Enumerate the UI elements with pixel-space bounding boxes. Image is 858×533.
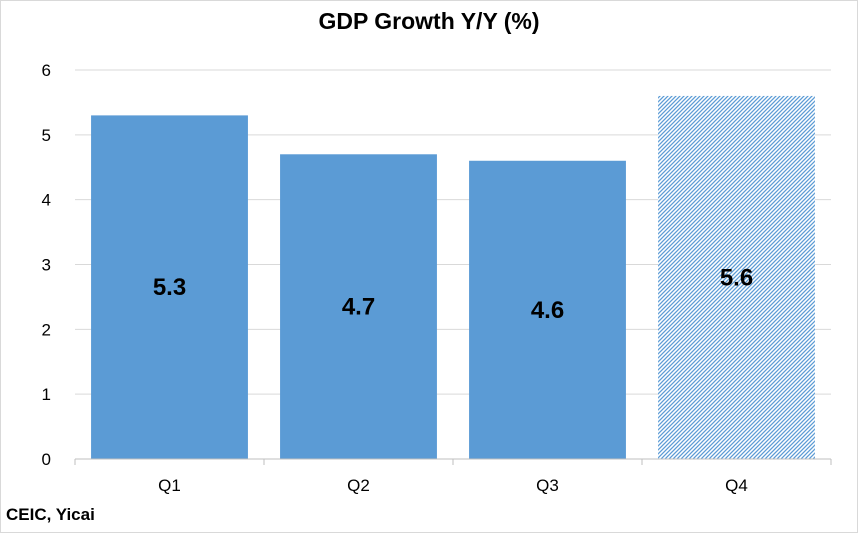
data-labels: 5.3 4.7 4.6 5.6 bbox=[153, 264, 753, 323]
y-tick-label: 2 bbox=[42, 320, 51, 339]
bar-q2 bbox=[280, 154, 437, 460]
x-axis bbox=[74, 458, 832, 465]
y-tick-label: 0 bbox=[42, 450, 51, 469]
y-tick-label: 5 bbox=[42, 126, 51, 145]
bar-q3 bbox=[469, 160, 626, 459]
y-tick-label: 3 bbox=[42, 256, 51, 275]
x-tick-label: Q2 bbox=[347, 476, 370, 495]
chart-title: GDP Growth Y/Y (%) bbox=[318, 8, 540, 34]
bar-q4 bbox=[658, 95, 815, 459]
y-tick-label: 6 bbox=[42, 61, 51, 80]
y-tick-label: 4 bbox=[42, 191, 51, 210]
x-tick-label: Q4 bbox=[725, 476, 748, 495]
data-label-q4: 5.6 bbox=[720, 264, 753, 291]
data-label-q1: 5.3 bbox=[153, 274, 186, 301]
y-axis-ticks: 0 1 2 3 4 5 6 bbox=[42, 61, 51, 469]
x-axis-ticks: Q1 Q2 Q3 Q4 bbox=[158, 476, 748, 495]
bars bbox=[91, 95, 815, 460]
x-tick-label: Q1 bbox=[158, 476, 181, 495]
source-note: CEIC, Yicai bbox=[6, 505, 95, 524]
bar-q1 bbox=[91, 115, 248, 459]
data-label-q3: 4.6 bbox=[531, 297, 564, 324]
data-label-q2: 4.7 bbox=[342, 294, 375, 321]
x-tick-label: Q3 bbox=[536, 476, 559, 495]
y-tick-label: 1 bbox=[42, 385, 51, 404]
